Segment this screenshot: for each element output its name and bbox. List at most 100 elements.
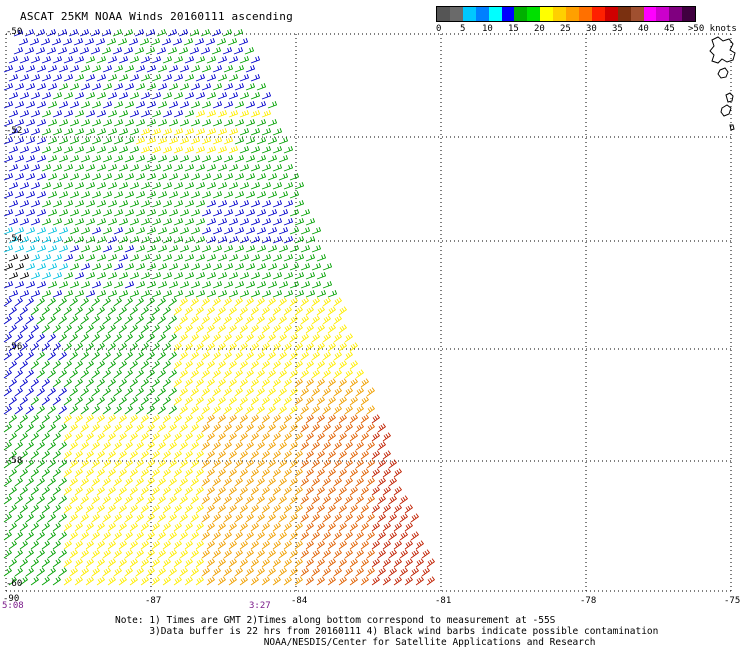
wind-barb bbox=[25, 209, 36, 217]
wind-barb bbox=[25, 459, 35, 469]
wind-barb bbox=[19, 576, 29, 586]
wind-barb bbox=[69, 567, 79, 577]
wind-barb bbox=[25, 351, 35, 361]
wind-barb bbox=[157, 441, 167, 451]
wind-barb bbox=[190, 173, 201, 181]
wind-barb bbox=[272, 576, 282, 586]
wind-barb bbox=[366, 477, 376, 487]
wind-barb bbox=[102, 137, 113, 145]
wind-barb bbox=[327, 342, 337, 352]
wind-barb bbox=[162, 486, 172, 496]
wind-barb bbox=[113, 119, 124, 127]
wind-barb bbox=[179, 281, 190, 289]
wind-barb bbox=[19, 92, 30, 100]
wind-barb bbox=[24, 29, 35, 37]
wind-barb bbox=[19, 432, 29, 442]
wind-barb bbox=[278, 297, 288, 307]
wind-barb bbox=[63, 306, 73, 316]
wind-barb bbox=[184, 200, 195, 208]
wind-barb bbox=[338, 522, 348, 532]
wind-barb bbox=[36, 315, 46, 325]
legend-swatch bbox=[540, 7, 554, 21]
wind-barb bbox=[151, 254, 162, 262]
wind-barb bbox=[283, 396, 293, 406]
wind-barb bbox=[69, 297, 79, 307]
wind-barb bbox=[19, 254, 30, 262]
wind-barb bbox=[168, 297, 178, 307]
wind-barb bbox=[223, 155, 234, 163]
wind-barb bbox=[36, 423, 46, 433]
wind-barb bbox=[14, 65, 25, 73]
wind-barb bbox=[377, 477, 387, 487]
wind-barb bbox=[102, 387, 112, 397]
legend-label-25: 25 bbox=[560, 24, 571, 34]
wind-barb bbox=[118, 324, 128, 334]
wind-barb bbox=[294, 324, 304, 334]
wind-barb bbox=[316, 558, 326, 568]
wind-barb bbox=[272, 182, 283, 190]
legend-swatch bbox=[514, 7, 528, 21]
wind-barb bbox=[41, 522, 51, 532]
wind-barb bbox=[58, 405, 68, 415]
wind-barb bbox=[140, 164, 151, 172]
wind-barb bbox=[96, 576, 106, 586]
wind-barb bbox=[212, 513, 222, 523]
wind-barb bbox=[91, 423, 101, 433]
wind-barb bbox=[267, 333, 277, 343]
wind-barb bbox=[30, 432, 40, 442]
wind-barb bbox=[223, 101, 234, 109]
wind-barb bbox=[217, 486, 227, 496]
wind-barb bbox=[300, 281, 311, 289]
wind-barb bbox=[85, 396, 95, 406]
wind-barb bbox=[8, 558, 18, 568]
wind-barb bbox=[223, 65, 234, 73]
wind-barb bbox=[47, 459, 57, 469]
wind-barb bbox=[316, 342, 326, 352]
wind-barb bbox=[239, 468, 249, 478]
wind-barb bbox=[234, 477, 244, 487]
wind-barb bbox=[278, 209, 289, 217]
wind-barb bbox=[80, 549, 90, 559]
wind-barb bbox=[338, 450, 348, 460]
wind-barb bbox=[80, 65, 91, 73]
wind-barb bbox=[333, 423, 343, 433]
wind-barb bbox=[272, 414, 282, 424]
wind-barb bbox=[283, 360, 293, 370]
wind-barb bbox=[113, 155, 124, 163]
wind-barb bbox=[234, 549, 244, 559]
wind-barb bbox=[393, 486, 403, 496]
wind-barb bbox=[228, 110, 239, 118]
wind-barb bbox=[316, 414, 326, 424]
wind-barb bbox=[135, 83, 146, 91]
wind-barb bbox=[41, 218, 52, 226]
wind-barb bbox=[201, 297, 211, 307]
wind-barb bbox=[206, 146, 217, 154]
wind-barb bbox=[36, 441, 46, 451]
wind-barb bbox=[135, 405, 145, 415]
wind-barb bbox=[140, 146, 151, 154]
wind-barb bbox=[382, 576, 392, 586]
wind-barb bbox=[52, 272, 63, 280]
wind-barb bbox=[289, 513, 299, 523]
wind-barb bbox=[14, 369, 24, 379]
wind-barb bbox=[14, 513, 24, 523]
wind-barb bbox=[190, 513, 200, 523]
wind-barb bbox=[245, 101, 256, 109]
wind-barb bbox=[206, 468, 216, 478]
wind-barb bbox=[80, 459, 90, 469]
wind-barb bbox=[69, 101, 80, 109]
wind-barb bbox=[74, 576, 84, 586]
wind-barb bbox=[112, 47, 123, 55]
wind-barb bbox=[234, 441, 244, 451]
wind-barb bbox=[256, 423, 266, 433]
wind-barb bbox=[377, 441, 387, 451]
wind-barb bbox=[349, 432, 359, 442]
wind-barb bbox=[129, 378, 139, 388]
footnote: Note: 1) Times are GMT 2)Times along bot… bbox=[115, 615, 658, 648]
wind-barb bbox=[58, 245, 69, 253]
wind-barb bbox=[206, 324, 216, 334]
wind-barb bbox=[3, 101, 14, 109]
wind-barb bbox=[212, 423, 222, 433]
wind-barb bbox=[267, 405, 277, 415]
wind-barb bbox=[217, 414, 227, 424]
